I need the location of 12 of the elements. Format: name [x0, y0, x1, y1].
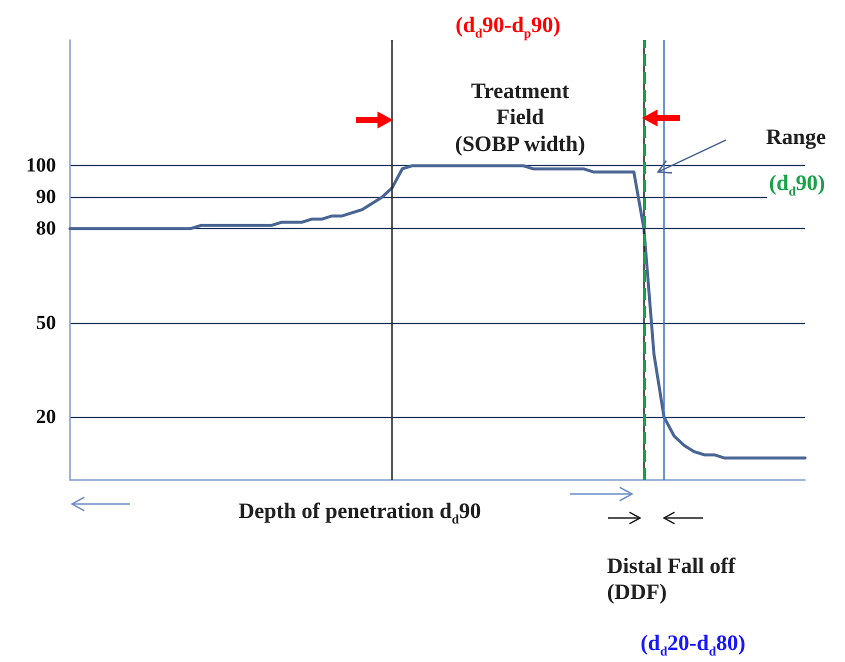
annotation: Treatment Field (SOBP width) [453, 78, 588, 158]
annotation: (d$_{d}$90-d$_{p}$90) [454, 12, 562, 41]
y-tick-label: 90 [36, 186, 56, 208]
text: Depth of penetration d$_{d}$90 [236, 498, 484, 527]
y-tick-label: 20 [36, 406, 56, 428]
y-tick-label: 50 [36, 312, 56, 334]
y-tick-label: 80 [36, 218, 56, 240]
annotation: Range [764, 124, 828, 150]
y-tick-label: 100 [26, 154, 56, 177]
text: (d$_{d}$20-d$_{d}$80) [638, 630, 748, 659]
text: Distal Fall off (DDF) [605, 553, 738, 606]
annotation: (d$_{d}$90) [767, 170, 828, 199]
